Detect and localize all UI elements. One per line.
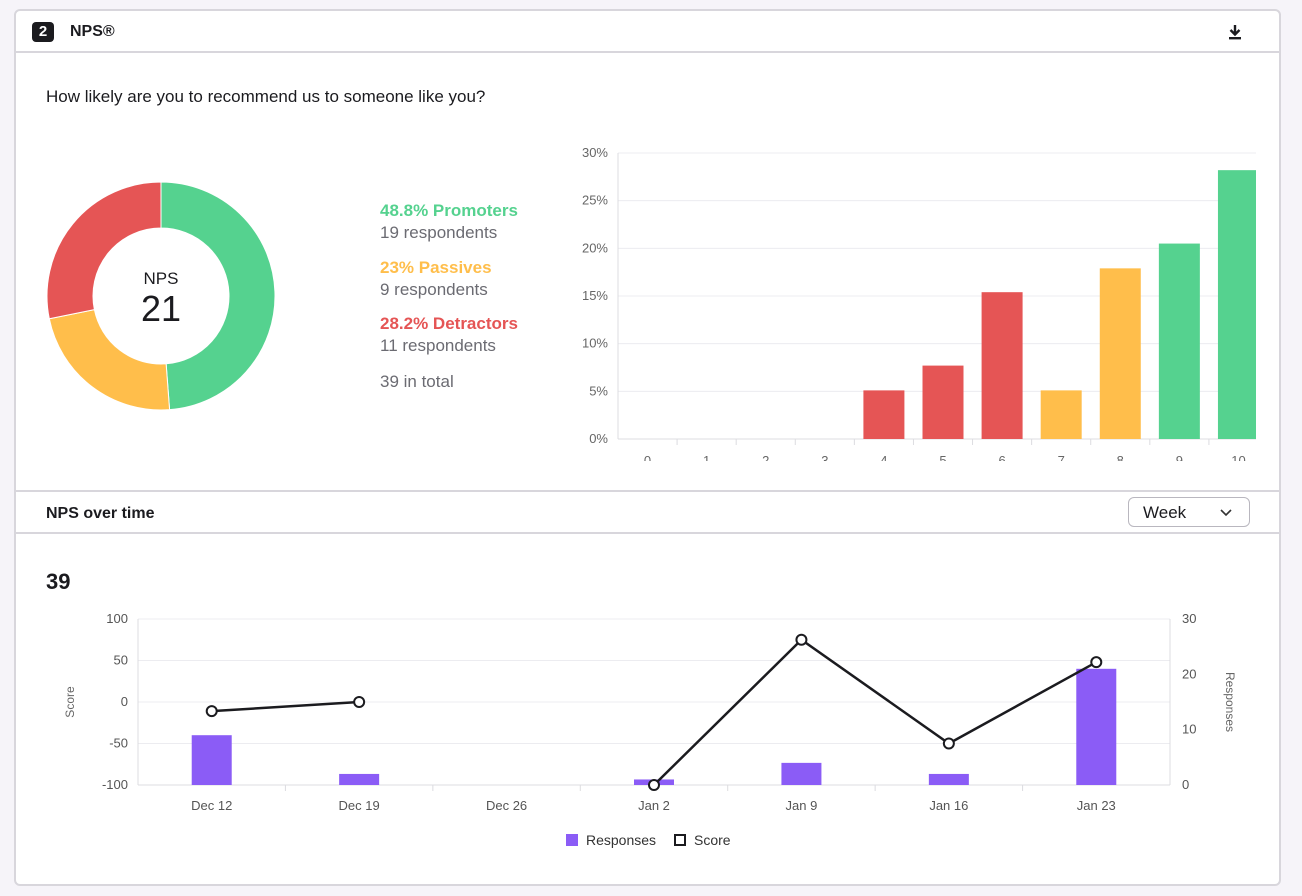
x-tick-label: 6 — [998, 453, 1005, 461]
card-header: 2 NPS® — [16, 11, 1279, 53]
x-tick-label: 9 — [1176, 453, 1183, 461]
legend-score-label[interactable]: Score — [694, 832, 731, 848]
x-tick-label: Jan 9 — [786, 798, 818, 813]
x-tick-label: 8 — [1117, 453, 1124, 461]
chevron-down-icon — [1220, 509, 1232, 517]
score-point-Jan-9 — [795, 633, 808, 646]
responses-total: 39 — [46, 569, 71, 594]
responses-bar-Jan-23 — [1076, 668, 1117, 785]
x-tick-label: Dec 19 — [339, 798, 380, 813]
score-point-Dec-12 — [205, 705, 218, 718]
score-point-Jan-2 — [648, 779, 660, 791]
section-divider-2 — [16, 532, 1279, 534]
x-tick-label: 7 — [1058, 453, 1065, 461]
period-select[interactable]: Week — [1128, 497, 1250, 527]
y-tick-label: 0% — [589, 431, 608, 446]
score-point-Jan-16 — [942, 737, 955, 750]
score-line — [211, 700, 360, 713]
score-distribution-chart: 0% 5% 10% 15% 20% 25% 30% 0 1 2 3 4 5 6 7 8 9 10 — [582, 145, 1256, 461]
x-tick-label: 2 — [762, 453, 769, 461]
download-icon[interactable] — [1226, 23, 1244, 41]
y-tick-label: 15% — [582, 288, 608, 303]
detractors-title: 28.2% Detractors — [380, 314, 518, 333]
passives-count: 9 respondents — [380, 280, 488, 299]
x-tick-label: Jan 16 — [929, 798, 968, 813]
y-tick-label: -100 — [102, 777, 128, 792]
x-tick-label: 0 — [644, 453, 651, 461]
responses-bar-Jan-9 — [781, 762, 822, 785]
promoters-summary: 48.8% Promoters 19 respondents — [380, 200, 518, 244]
passives-title: 23% Passives — [380, 258, 492, 277]
donut-slice-promoters — [160, 181, 276, 411]
y2-tick-label: 10 — [1182, 722, 1196, 737]
x-tick-label: Jan 2 — [638, 798, 670, 813]
nps-over-time-title: NPS over time — [46, 505, 155, 522]
y-tick-label: 50 — [114, 653, 128, 668]
x-tick-label: Dec 12 — [191, 798, 232, 813]
period-select-value: Week — [1143, 503, 1187, 522]
bar-score-9 — [1158, 243, 1200, 439]
promoters-count: 19 respondents — [380, 223, 498, 242]
passives-summary: 23% Passives 9 respondents — [380, 257, 492, 301]
x-tick-label: 5 — [939, 453, 946, 461]
y-tick-label: 25% — [582, 193, 608, 208]
bar-score-4 — [863, 390, 905, 439]
question-number-badge: 2 — [32, 22, 54, 42]
y-tick-label: 100 — [106, 611, 128, 626]
section-divider — [16, 490, 1279, 492]
y2-tick-label: 20 — [1182, 666, 1196, 681]
x-tick-label: 4 — [880, 453, 887, 461]
legend-responses-swatch[interactable] — [566, 834, 578, 846]
donut-chart — [46, 181, 276, 411]
bar-score-8 — [1099, 268, 1141, 439]
x-tick-label: 1 — [703, 453, 710, 461]
detractors-summary: 28.2% Detractors 11 respondents — [380, 313, 518, 357]
y-tick-label: 30% — [582, 145, 608, 160]
donut-slice-detractors — [46, 181, 162, 320]
question-text: How likely are you to recommend us to so… — [46, 87, 486, 106]
detractors-count: 11 respondents — [380, 336, 496, 355]
y-tick-label: 0 — [121, 694, 128, 709]
total-respondents: 39 in total — [380, 372, 454, 391]
y-tick-label: 20% — [582, 240, 608, 255]
responses-bar-Dec-12 — [191, 735, 232, 785]
y-axis-label: Score — [63, 686, 77, 718]
bar-score-5 — [922, 365, 964, 439]
responses-bar-Jan-16 — [928, 773, 969, 785]
score-point-Jan-23 — [1090, 656, 1103, 669]
y-tick-label: -50 — [109, 736, 128, 751]
score-line — [653, 638, 1097, 786]
y2-tick-label: 0 — [1182, 777, 1189, 792]
x-tick-label: Jan 23 — [1077, 798, 1116, 813]
score-point-Dec-19 — [353, 696, 366, 708]
y2-axis-label: Responses — [1223, 672, 1237, 732]
nps-card: 2 NPS® How likely are you to recommend u… — [14, 9, 1281, 886]
y-tick-label: 5% — [589, 383, 608, 398]
bar-score-6 — [981, 292, 1023, 439]
x-tick-label: 3 — [821, 453, 828, 461]
x-tick-label: 10 — [1231, 453, 1245, 461]
donut-slice-passives — [48, 308, 171, 411]
x-tick-label: Dec 26 — [486, 798, 527, 813]
bar-score-7 — [1040, 390, 1082, 439]
legend-score-swatch[interactable] — [674, 834, 686, 846]
responses-bar-Dec-19 — [339, 773, 380, 785]
y2-tick-label: 30 — [1182, 611, 1196, 626]
y-tick-label: 10% — [582, 336, 608, 351]
nps-donut: NPS 21 — [46, 181, 276, 411]
legend-responses-label[interactable]: Responses — [586, 832, 657, 848]
question-title: NPS® — [70, 23, 115, 40]
bar-score-10 — [1217, 170, 1256, 439]
promoters-title: 48.8% Promoters — [380, 201, 518, 220]
